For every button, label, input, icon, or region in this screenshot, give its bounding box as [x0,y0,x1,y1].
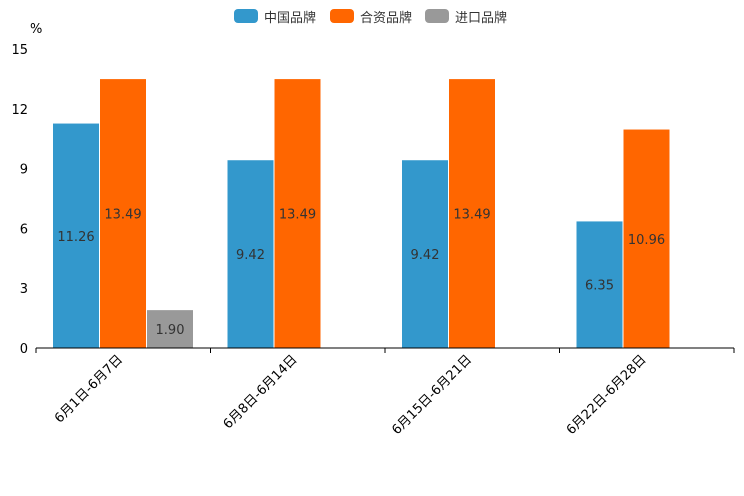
legend-label-import-brand: 进口品牌 [455,10,508,26]
bars-group [53,79,670,349]
legend-label-joint-brand: 合资品牌 [360,10,413,26]
y-tick-label: 3 [20,282,28,297]
x-category-label: 6月1日-6月7日 [52,352,126,426]
bar-1-3[interactable] [623,129,670,348]
bar-value-label: 1.90 [156,323,185,338]
bar-0-1[interactable] [227,160,274,348]
legend-item-import-brand[interactable]: 进口品牌 [425,8,508,26]
bar-value-label: 13.49 [104,208,141,223]
bar-value-label: 10.96 [628,233,665,248]
legend-swatch-joint-brand [330,9,354,23]
x-category-label: 6月15日-6月21日 [389,352,475,438]
data-labels-group: 11.26 13.49 1.90 9.42 13.49 9.42 13.49 6.35 10.9… [57,208,665,339]
bar-0-0[interactable] [53,123,99,349]
bar-1-1[interactable] [274,79,321,348]
bar-value-label: 13.49 [279,208,316,223]
y-tick-label: 0 [20,342,28,357]
legend-item-china-brand[interactable]: 中国品牌 [234,8,317,26]
bar-1-0[interactable] [100,79,146,348]
legend-swatch-china-brand [234,9,258,23]
bar-value-label: 9.42 [411,248,440,263]
y-axis: 0 3 6 9 12 15 [11,43,28,357]
bar-value-label: 13.49 [453,208,490,223]
x-category-label: 6月8日-6月14日 [221,352,301,432]
bar-value-label: 11.26 [57,230,94,245]
bar-1-2[interactable] [449,79,495,348]
x-category-label: 6月22日-6月28日 [564,352,650,438]
bar-2-0[interactable] [147,310,193,348]
legend-swatch-import-brand [425,9,449,23]
y-tick-label: 15 [11,43,28,58]
legend-item-joint-brand[interactable]: 合资品牌 [330,8,413,26]
y-tick-label: 9 [20,163,28,178]
bar-0-3[interactable] [576,221,623,348]
legend-label-china-brand: 中国品牌 [264,10,317,26]
bar-value-label: 9.42 [236,248,265,263]
y-axis-unit-label: % [30,22,42,37]
y-tick-label: 6 [20,222,28,237]
x-axis: 6月1日-6月7日 6月8日-6月14日 6月15日-6月21日 6月22日-6月28… [35,348,735,438]
bar-0-2[interactable] [402,160,448,348]
y-tick-label: 12 [11,103,28,118]
bar-value-label: 6.35 [585,279,614,294]
